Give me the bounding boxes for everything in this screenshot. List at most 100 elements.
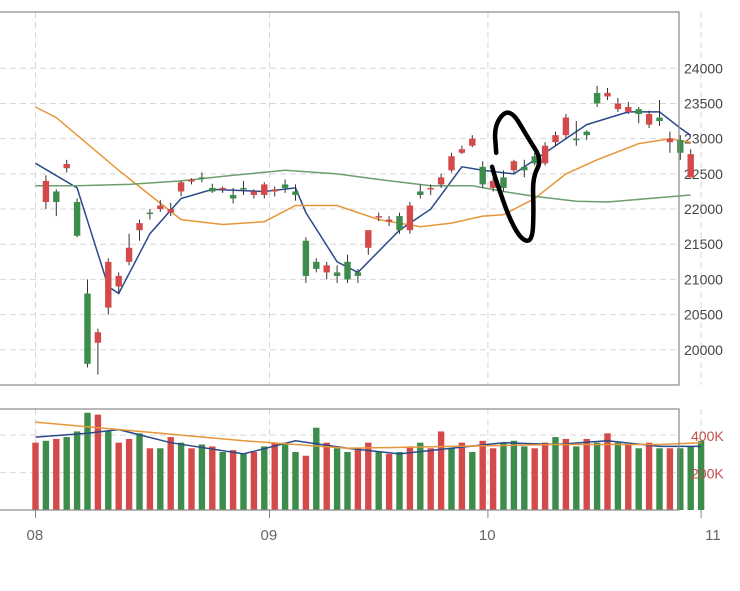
candle-body <box>261 184 268 195</box>
candle-body <box>63 164 70 169</box>
candle-body <box>666 138 674 143</box>
candle-body <box>157 205 164 210</box>
volume-bar <box>375 452 382 510</box>
candle-body <box>167 209 174 213</box>
candle-body <box>313 261 320 269</box>
candle-body <box>136 223 143 231</box>
volume-bar <box>177 442 185 510</box>
price-tick-label: 22000 <box>684 201 723 217</box>
volume-panel: 200K 400K <box>0 408 724 511</box>
candle-body <box>396 216 403 231</box>
candle-body <box>281 184 289 188</box>
candle-body <box>219 187 226 190</box>
candle-body <box>146 212 154 215</box>
volume-ma-line-ma-mid <box>35 421 702 450</box>
candle-body <box>469 138 476 146</box>
candle-body <box>417 191 424 195</box>
candle-body <box>292 191 299 195</box>
candle-body <box>687 154 694 178</box>
volume-bar <box>427 448 434 510</box>
candle-body <box>614 103 622 110</box>
volume-bar <box>687 446 694 510</box>
volume-bar <box>417 442 424 510</box>
volume-tick-label: 400K <box>691 428 724 444</box>
candle-body <box>479 166 486 185</box>
x-axis: 08 09 10 11 <box>27 510 721 544</box>
candle-body <box>521 166 528 171</box>
candle-body <box>73 202 81 236</box>
candle-body <box>323 265 330 273</box>
volume-bar <box>593 442 601 510</box>
candle-body <box>583 131 590 136</box>
volume-bar <box>562 438 570 510</box>
candle-body <box>541 145 549 164</box>
volume-bar <box>573 446 580 510</box>
candle-body <box>385 219 393 222</box>
candle-body <box>510 161 518 171</box>
candle-body <box>375 216 382 218</box>
price-plot-area <box>0 12 679 385</box>
volume-bar <box>94 414 102 510</box>
volume-bar <box>53 438 60 510</box>
volume-bar <box>250 452 258 510</box>
volume-bar <box>531 448 538 510</box>
candle-body <box>354 272 362 276</box>
volume-bar <box>354 448 362 510</box>
price-panel: 2000020500210002150022000225002300023500… <box>0 11 723 386</box>
volume-ma-line-ma-short <box>35 428 702 455</box>
volume-bar <box>219 452 226 510</box>
volume-bar <box>458 442 466 510</box>
candle-body <box>645 114 653 125</box>
candle-body <box>198 177 206 179</box>
volume-bar <box>645 442 653 510</box>
candle-body <box>229 194 237 199</box>
volume-bar <box>105 431 112 510</box>
volume-bar <box>614 442 622 510</box>
candle-body <box>115 275 122 287</box>
candle-body <box>42 180 50 203</box>
volume-bar <box>510 440 518 510</box>
price-panel-frame <box>0 11 680 386</box>
volume-bar <box>281 442 289 510</box>
volume-bar <box>406 446 414 510</box>
candle-body <box>635 109 642 115</box>
annotation-layer <box>489 110 542 243</box>
candle-body <box>427 187 434 190</box>
volume-bar <box>656 448 663 510</box>
candle-body <box>365 230 372 248</box>
x-tick-label: 09 <box>261 527 278 544</box>
volume-bar <box>385 453 393 510</box>
volume-bar <box>635 448 642 510</box>
volume-bar <box>229 450 237 510</box>
price-tick-label: 23000 <box>684 131 723 147</box>
volume-bar <box>292 452 299 510</box>
candle-body <box>677 140 684 153</box>
candle-body <box>333 272 341 276</box>
volume-bar <box>73 431 81 510</box>
candle-body <box>84 293 91 364</box>
volume-bar <box>677 448 684 510</box>
x-tick-label: 10 <box>479 527 496 544</box>
volume-bar <box>479 440 486 510</box>
volume-bar <box>271 442 278 510</box>
volume-bar <box>697 440 705 510</box>
candle-body <box>593 92 601 104</box>
candle-body <box>625 107 632 112</box>
candle-body <box>562 117 570 136</box>
volume-bar <box>84 412 91 510</box>
candle-body <box>240 187 247 190</box>
volume-bar <box>437 431 445 510</box>
volume-bar <box>209 446 216 510</box>
volume-bar <box>302 455 310 510</box>
volume-bar <box>552 437 559 510</box>
price-tick-label: 23500 <box>684 95 723 111</box>
candle-body <box>209 187 216 192</box>
volume-bar <box>313 427 320 510</box>
candle-body <box>458 149 466 153</box>
price-ma-line-ma-long <box>35 169 691 203</box>
volume-bar <box>42 440 50 510</box>
volume-bar <box>344 452 351 510</box>
candle-body <box>573 138 580 141</box>
candle-body <box>125 247 133 262</box>
